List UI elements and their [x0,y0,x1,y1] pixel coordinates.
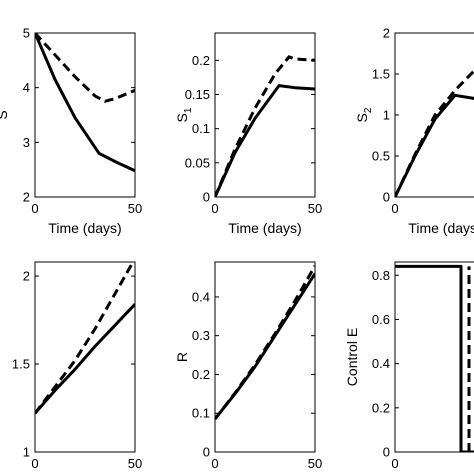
panel-2: 0 0.05 0.1 0.15 0.2 0 50 Time (days) S1 [174,32,322,236]
dashed-series-line [35,262,135,415]
y-tick-label: 1.5 [372,67,390,82]
y-tick-label: 0.2 [372,400,390,415]
y-tick-label: 1 [23,445,30,460]
y-tick-label: 0.2 [192,367,210,382]
solid-series-line [35,303,135,415]
solid-series-line [395,264,474,452]
y-tick-label: 5 [23,26,30,41]
y-axis-label: S2 [354,107,374,122]
y-axis-label: S [0,110,10,119]
y-tick-label: 2 [23,190,30,205]
series-group [35,33,135,173]
y-axis-label: S1 [174,107,194,122]
axes-box [34,261,136,453]
y-axis-label: Control E [344,328,360,386]
y-tick-label: 0 [383,445,390,460]
axes-box [394,261,474,453]
y-axis-label-subscript: 1 [183,107,194,113]
panel-4: 1 1.5 2 0 50 [12,261,142,471]
x-tick-label: 0 [211,456,218,471]
y-axis-label: R [174,352,190,362]
y-tick-label: 0.4 [372,356,390,371]
y-tick-label: 1 [383,108,390,123]
y-tick-label: 3 [23,135,30,150]
x-tick-label: 0 [31,456,38,471]
x-tick-label: 0 [211,201,218,216]
y-tick-label: 0.15 [185,87,210,102]
y-tick-label: 0 [203,445,210,460]
x-tick-label: 50 [308,456,322,471]
x-axis-label: Time (days) [48,220,121,236]
y-tick-label: 0.3 [192,328,210,343]
dashed-series-line [215,265,315,420]
y-tick-label: 0.2 [192,53,210,68]
y-tick-label: 0.05 [185,155,210,170]
series-group [215,265,315,420]
x-tick-label: 0 [31,201,38,216]
y-tick-label: 0.8 [372,268,390,283]
y-tick-label: 2 [383,26,390,41]
x-tick-label: 0 [391,456,398,471]
x-axis-label: Time (days) [228,220,301,236]
y-tick-label: 0.5 [372,149,390,164]
y-tick-label: 2 [23,269,30,284]
solid-series-line [215,84,315,197]
y-tick-label: 0.1 [192,121,210,136]
y-tick-label: 4 [23,80,30,95]
series-group [215,55,315,197]
y-tick-label: 0 [383,190,390,205]
y-axis-label-subscript: 2 [363,107,374,113]
dashed-series-line [35,33,135,103]
series-group [395,68,474,197]
x-tick-label: 50 [308,201,322,216]
x-tick-label: 0 [391,201,398,216]
solid-series-line [395,93,474,197]
solid-series-line [35,33,135,173]
series-group [35,262,135,415]
x-axis-label: Time (days) [408,220,474,236]
y-tick-label: 0.4 [192,289,210,304]
x-tick-label: 50 [128,201,142,216]
axes-box [214,32,316,198]
panel-5: 00.10.20.30.4050Time (days)R [174,261,322,471]
y-tick-label: 0.1 [192,406,210,421]
y-tick-label: 0 [203,190,210,205]
series-group [395,264,474,452]
y-tick-label: 1.5 [12,357,30,372]
solid-series-line [215,272,315,420]
axes-box [34,32,136,198]
dashed-series-line [215,55,315,197]
panel-6: 00.20.40.60.80Time (days)Control E [344,261,474,471]
panel-3: 00.511.52050Time (days)S2 [354,26,474,236]
y-tick-label: 0.6 [372,312,390,327]
x-tick-label: 50 [128,456,142,471]
axes-box [214,261,316,453]
